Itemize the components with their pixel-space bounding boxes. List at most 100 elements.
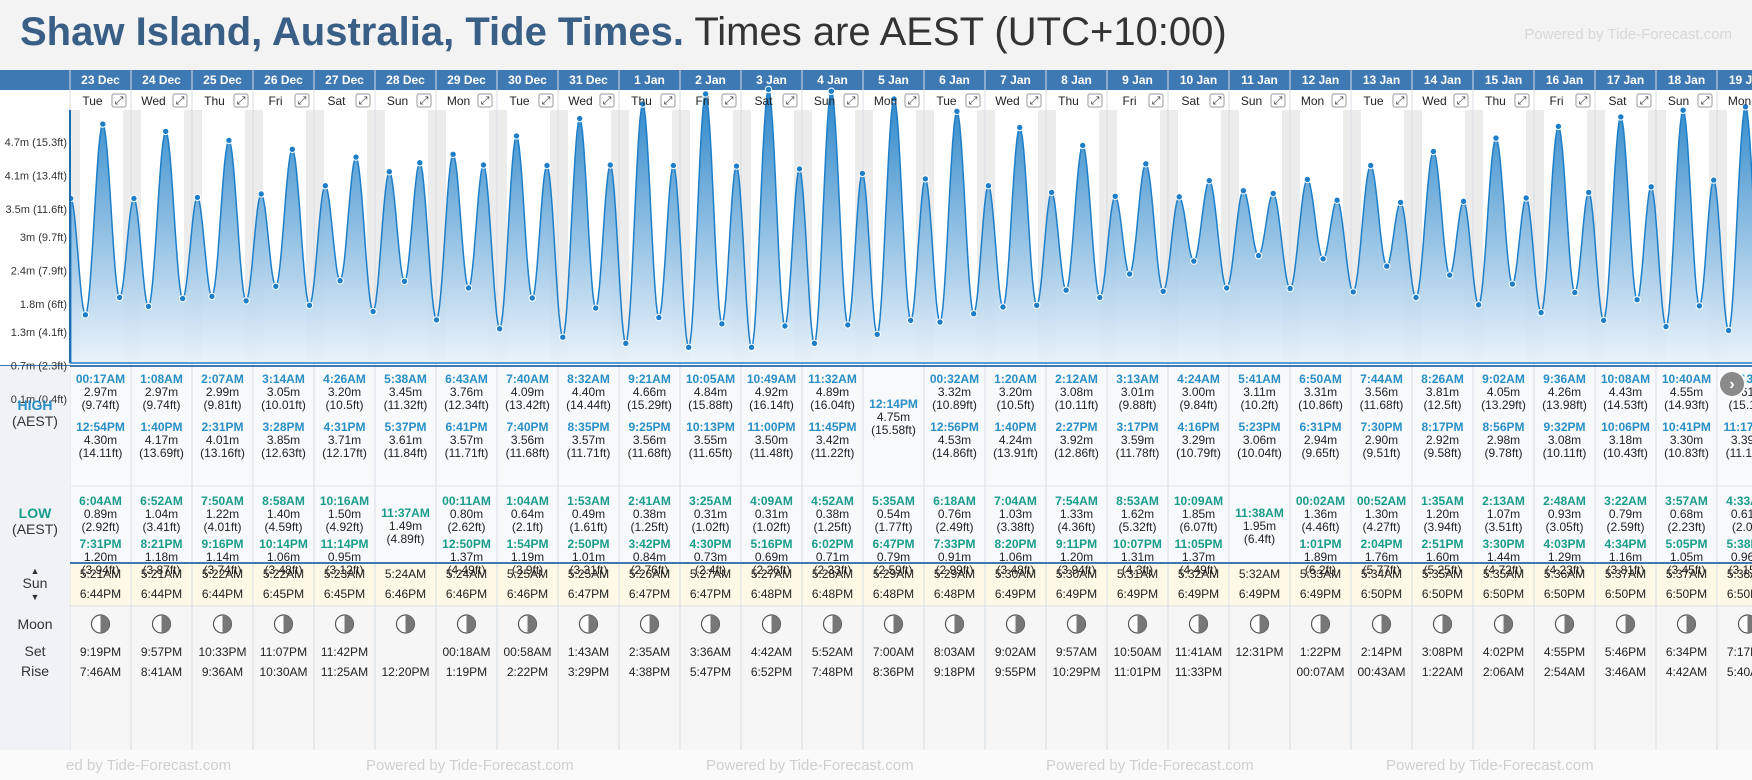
y-axis-tick-label: 0.7m (2.3ft) <box>11 360 67 372</box>
low-tide-feet: (3.81ft) <box>1606 563 1644 577</box>
expand-day-button[interactable] <box>294 93 310 108</box>
low-tide-time: 10:09AM <box>1174 494 1223 508</box>
high-tide-feet: (16.14ft) <box>749 398 794 412</box>
high-tide-time: 3:17PM <box>1116 420 1158 434</box>
moonset-time: 5:52AM <box>812 645 853 659</box>
expand-day-button[interactable] <box>1209 93 1225 108</box>
low-tide-point <box>179 294 187 303</box>
low-tide-height: 1.49m <box>389 519 422 533</box>
sunrise-time: 5:25AM <box>568 567 609 581</box>
expand-day-button[interactable] <box>1270 93 1286 108</box>
high-tide-feet: (12.5ft) <box>1423 398 1461 412</box>
expand-day-button[interactable] <box>172 93 188 108</box>
low-tide-height: 1.20m <box>1060 550 1093 564</box>
expand-day-button[interactable] <box>782 93 798 108</box>
expand-day-button[interactable] <box>1697 93 1713 108</box>
low-tide-height: 1.14m <box>206 550 239 564</box>
low-tide-feet: (3.74ft) <box>203 563 241 577</box>
scroll-right-button[interactable] <box>1718 370 1746 398</box>
expand-day-button[interactable] <box>538 93 554 108</box>
date-label: 10 Jan <box>1180 73 1217 87</box>
expand-day-button[interactable] <box>1575 93 1591 108</box>
low-tide-time: 7:04AM <box>994 494 1037 508</box>
low-tide-feet: (3.38ft) <box>996 520 1034 534</box>
expand-day-button[interactable] <box>1514 93 1530 108</box>
low-tide-point <box>1474 301 1483 309</box>
high-tide-height: 3.57m <box>450 433 483 447</box>
expand-day-button[interactable] <box>355 93 371 108</box>
expand-day-button[interactable] <box>416 93 432 108</box>
moonset-time: 3:36AM <box>690 645 731 659</box>
high-tide-height: 3.59m <box>1121 433 1154 447</box>
low-tide-height: 0.91m <box>938 550 971 564</box>
high-tide-point <box>1079 141 1087 150</box>
high-tide-time: 12:14PM <box>869 397 918 411</box>
expand-day-button[interactable] <box>965 93 981 108</box>
low-tide-time: 00:52AM <box>1357 494 1406 508</box>
date-label: 6 Jan <box>939 73 970 87</box>
high-tide-height: 2.98m <box>1487 433 1520 447</box>
sunset-time: 6:45PM <box>324 587 365 601</box>
high-tide-feet: (13.69ft) <box>139 446 184 460</box>
expand-day-button[interactable] <box>904 93 920 108</box>
expand-day-button[interactable] <box>1026 93 1042 108</box>
footer-watermark: Powered by Tide-Forecast.com <box>706 757 914 774</box>
high-tide-point <box>858 169 867 178</box>
high-tide-time: 11:45PM <box>808 420 856 434</box>
expand-icon: ⤢ <box>542 95 551 107</box>
expand-day-button[interactable] <box>1453 93 1469 108</box>
expand-day-button[interactable] <box>1087 93 1103 108</box>
moon-shadow <box>1564 615 1574 633</box>
expand-day-button[interactable] <box>1392 93 1408 108</box>
expand-day-button[interactable] <box>843 93 859 108</box>
low-tide-height: 1.50m <box>328 507 361 521</box>
weekday-label: Sat <box>754 94 773 108</box>
high-tide-feet: (11.68ft) <box>628 446 672 460</box>
expand-icon: ⤢ <box>664 95 673 107</box>
low-tide-point <box>592 304 600 312</box>
expand-day-button[interactable] <box>660 93 676 108</box>
expand-day-button[interactable] <box>599 93 615 108</box>
sunset-time: 6:50PM <box>1422 587 1463 601</box>
expand-day-button[interactable] <box>1331 93 1347 108</box>
moonset-time: 6:34PM <box>1666 645 1707 659</box>
high-tide-time: 10:06PM <box>1601 420 1650 434</box>
expand-icon: ⤢ <box>1091 95 1100 107</box>
moonset-time: 2:35AM <box>629 645 670 659</box>
expand-day-button[interactable] <box>1148 93 1164 108</box>
high-tide-time: 8:35PM <box>567 420 609 434</box>
low-tide-point <box>305 301 314 310</box>
low-tide-height: 0.95m <box>328 550 361 564</box>
expand-icon: ⤢ <box>969 95 978 107</box>
high-tide-time: 12:54PM <box>76 420 125 434</box>
moon-shadow <box>100 615 110 633</box>
low-tide-time: 1:35AM <box>1421 494 1464 508</box>
sunset-time: 6:44PM <box>141 587 182 601</box>
high-tide-point <box>1047 188 1056 197</box>
high-tide-height: 4.01m <box>206 433 239 447</box>
expand-day-button[interactable] <box>721 93 737 108</box>
night-shade <box>680 110 690 363</box>
moonrise-time: 2:54AM <box>1544 665 1585 679</box>
expand-day-button[interactable] <box>111 93 127 108</box>
low-tide-height: 0.79m <box>877 550 910 564</box>
moonrise-time: 10:30AM <box>259 665 307 679</box>
high-tide-height: 4.26m <box>1548 385 1581 399</box>
low-tide-feet: (1.02ft) <box>752 520 790 534</box>
expand-day-button[interactable] <box>233 93 249 108</box>
sunrise-time: 5:33AM <box>1300 567 1341 581</box>
expand-day-button[interactable] <box>477 93 493 108</box>
date-label: 23 Dec <box>81 73 120 87</box>
low-tide-feet: (1.77ft) <box>874 520 912 534</box>
high-tide-point <box>1396 198 1405 207</box>
moon-shadow <box>710 615 720 633</box>
moonrise-time: 4:38PM <box>629 665 670 679</box>
night-shade <box>245 110 253 363</box>
high-tide-feet: (10.01ft) <box>261 398 306 412</box>
y-axis-tick-label: 3.5m (11.6ft) <box>5 204 67 216</box>
low-tide-height: 1.19m <box>511 550 544 564</box>
moon-shadow <box>1015 615 1025 633</box>
moonrise-time: 3:29PM <box>568 665 609 679</box>
low-tide-time: 11:14PM <box>320 537 368 551</box>
expand-day-button[interactable] <box>1636 93 1652 108</box>
